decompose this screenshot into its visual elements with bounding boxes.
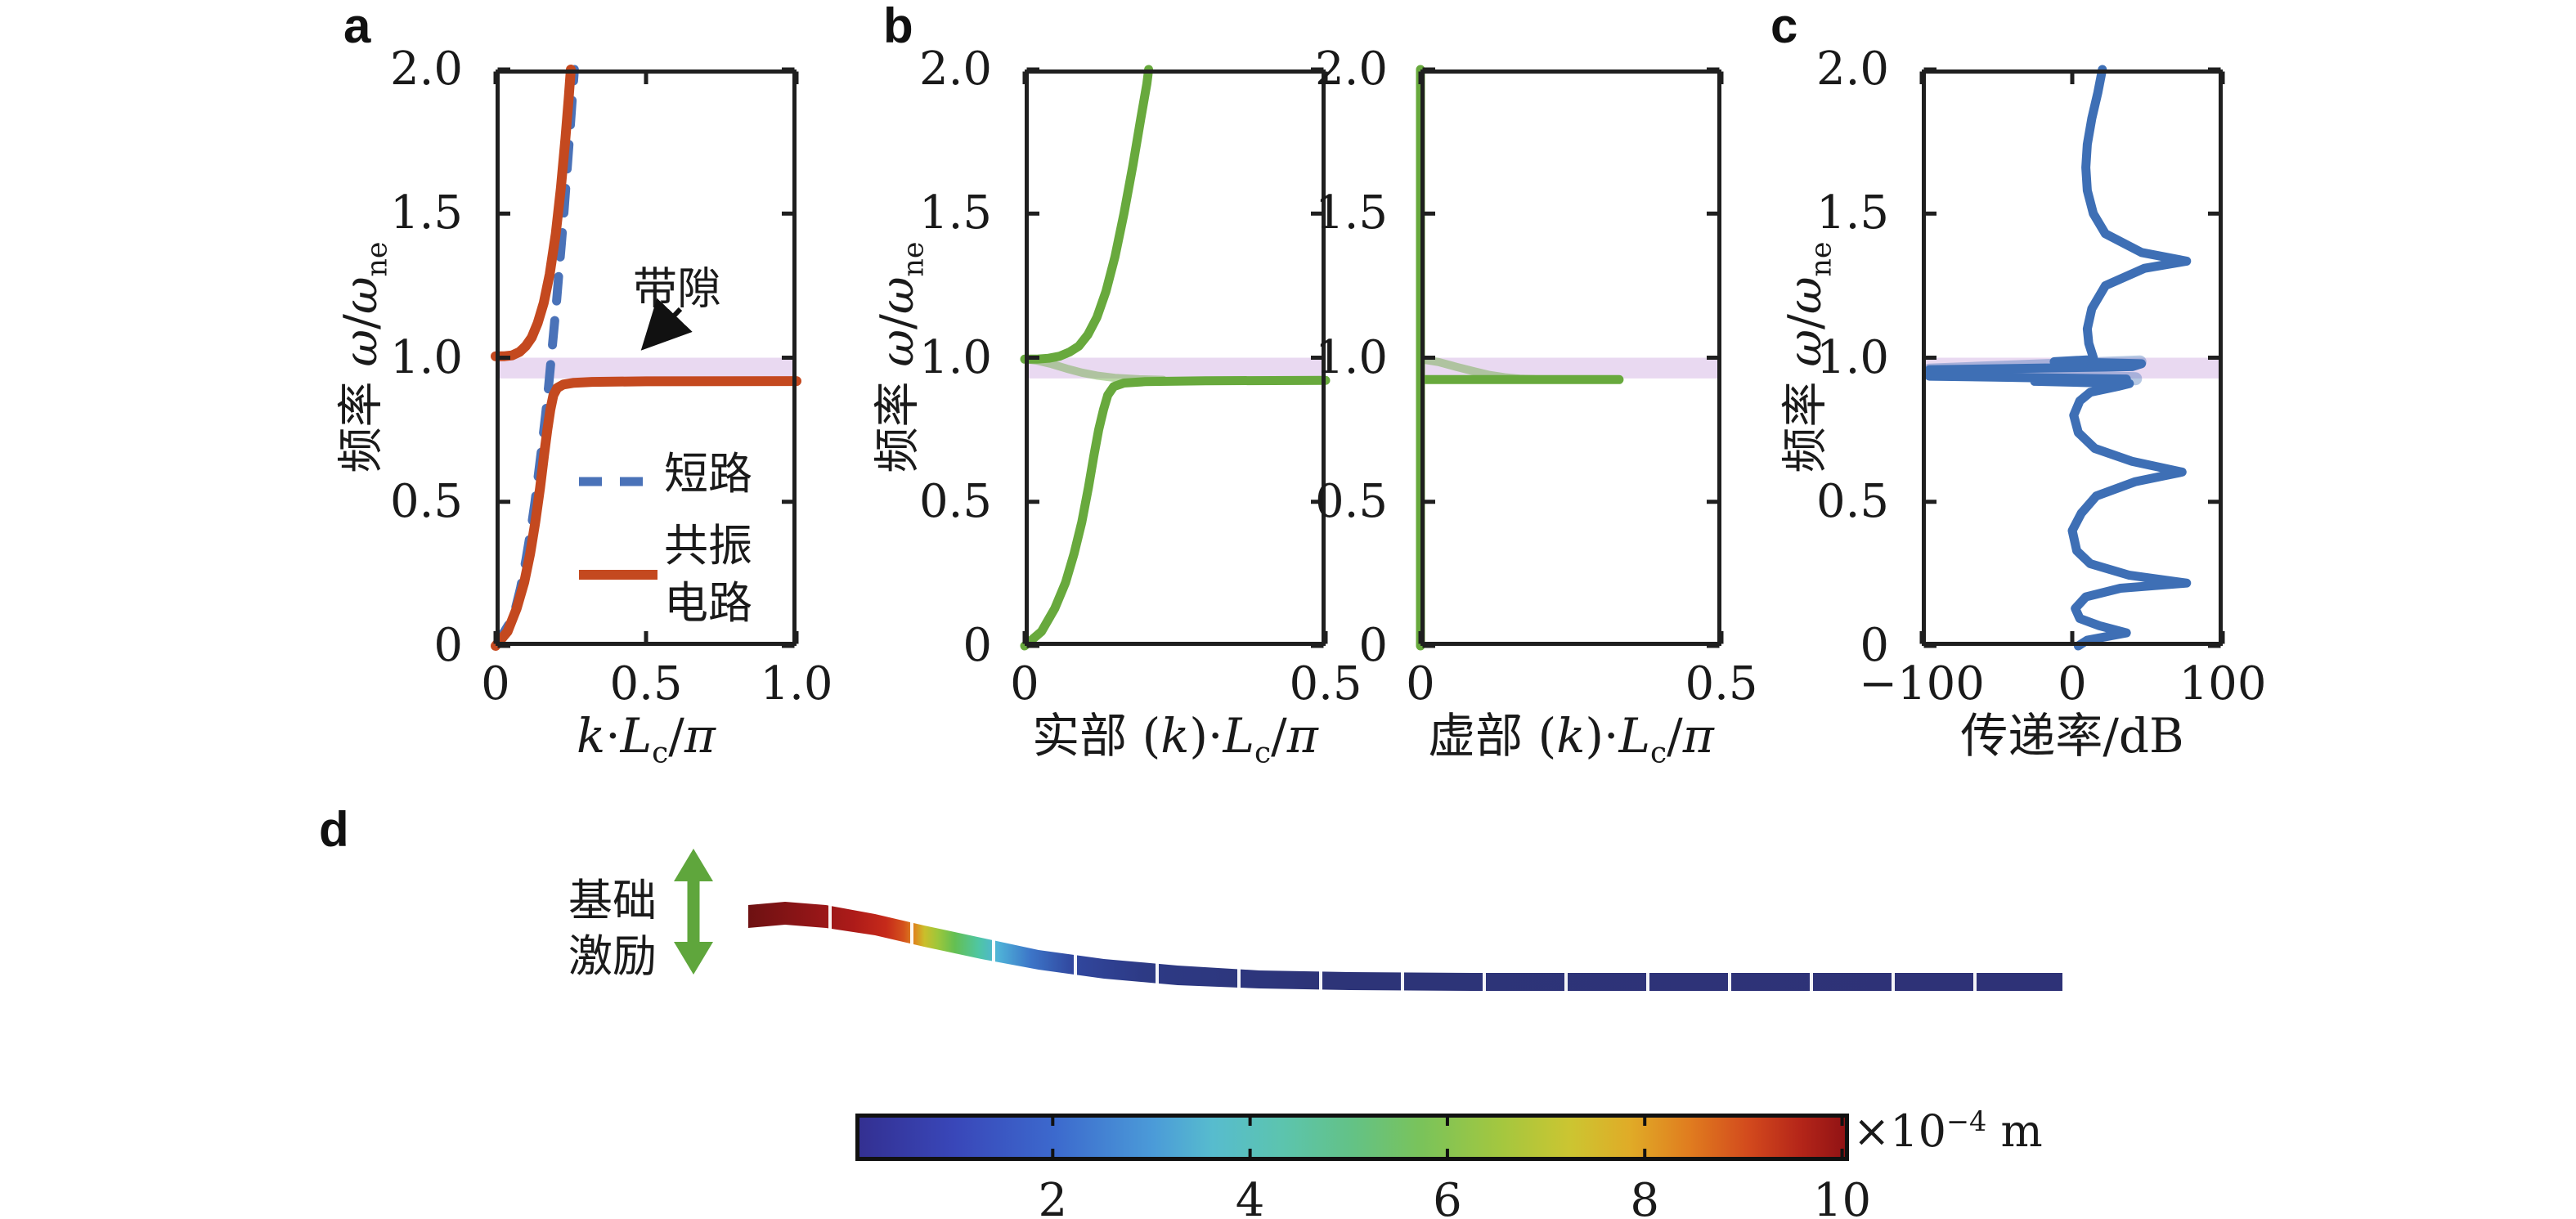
displacement-colorbar: [855, 1114, 1849, 1161]
tick-label: 2.0: [1815, 43, 1889, 96]
base-excitation-label: 基础 激励: [559, 873, 666, 984]
tick-label: 0: [1860, 619, 1889, 672]
panel-letter-d: d: [319, 802, 349, 857]
tick-label: 0: [1358, 619, 1388, 672]
tick-label: 0: [481, 657, 510, 710]
x-axis-label-b1: 实部 (k)·Lc/π: [1032, 708, 1318, 770]
tick-label: 1.5: [1314, 186, 1388, 240]
tick-label: 0.5: [389, 474, 463, 528]
tick-label: 0: [1010, 657, 1039, 710]
tick-label: 1.0: [1815, 330, 1889, 384]
tick-label: 1.0: [389, 330, 463, 384]
excitation-label-line1: 基础: [568, 875, 657, 926]
tick-label: 0.5: [1815, 474, 1889, 528]
beam-mode-shape: [748, 902, 2062, 992]
panel-letter-b: b: [883, 0, 913, 53]
tick-label: 0: [433, 619, 463, 672]
tick-label: 8: [1630, 1174, 1660, 1219]
panel-letter-a: a: [343, 0, 371, 53]
tick-label: 0: [2058, 657, 2087, 710]
tick-label: 0.5: [1685, 657, 1758, 710]
tick-label: 0: [1406, 657, 1435, 710]
excitation-label-line2: 激励: [568, 930, 657, 982]
tick-label: 4: [1235, 1174, 1265, 1219]
excitation-arrow-icon: [674, 849, 713, 975]
legend-label-short-circuit: 短路: [664, 448, 752, 500]
tick-label: 0: [963, 619, 992, 672]
legend-label-line1: 共振: [664, 520, 752, 571]
imag-wavenumber-plot: [1416, 65, 1724, 651]
tick-label: 1.5: [1815, 186, 1889, 240]
transmission-plot: [1919, 65, 2225, 651]
legend-swatch-dashed: [579, 477, 657, 486]
tick-label: 0.5: [609, 657, 683, 710]
colorbar-unit-label: ×10−4 m: [1853, 1105, 2043, 1157]
tick-label: 100: [2179, 657, 2267, 710]
tick-label: 10: [1812, 1174, 1872, 1219]
dispersion-plot: [491, 65, 801, 651]
tick-label: 2.0: [1314, 43, 1388, 96]
legend-label-resonant-circuit: 共振 电路: [664, 518, 752, 632]
tick-label: 1.0: [1314, 330, 1388, 384]
tick-label: 1.5: [389, 186, 463, 240]
tick-label: 0.5: [918, 474, 992, 528]
x-axis-label-a: k·Lc/π: [577, 708, 716, 770]
tick-label: 1.5: [918, 186, 992, 240]
real-wavenumber-plot: [1020, 65, 1331, 651]
tick-label: −100: [1859, 657, 1985, 710]
legend-swatch-solid: [579, 570, 657, 580]
tick-label: 1.0: [760, 657, 833, 710]
tick-label: 6: [1433, 1174, 1462, 1219]
tick-label: 0.5: [1289, 657, 1362, 710]
panel-letter-c: c: [1770, 0, 1798, 53]
tick-label: 0.5: [1314, 474, 1388, 528]
tick-label: 1.0: [918, 330, 992, 384]
x-axis-label-b2: 虚部 (k)·Lc/π: [1428, 708, 1714, 770]
x-axis-label-c: 传递率/dB: [1960, 708, 2184, 764]
tick-label: 2: [1038, 1174, 1068, 1219]
tick-label: 2.0: [389, 43, 463, 96]
legend-label-line2: 电路: [664, 577, 752, 629]
tick-label: 2.0: [918, 43, 992, 96]
bandgap-arrow-icon: [640, 298, 693, 351]
